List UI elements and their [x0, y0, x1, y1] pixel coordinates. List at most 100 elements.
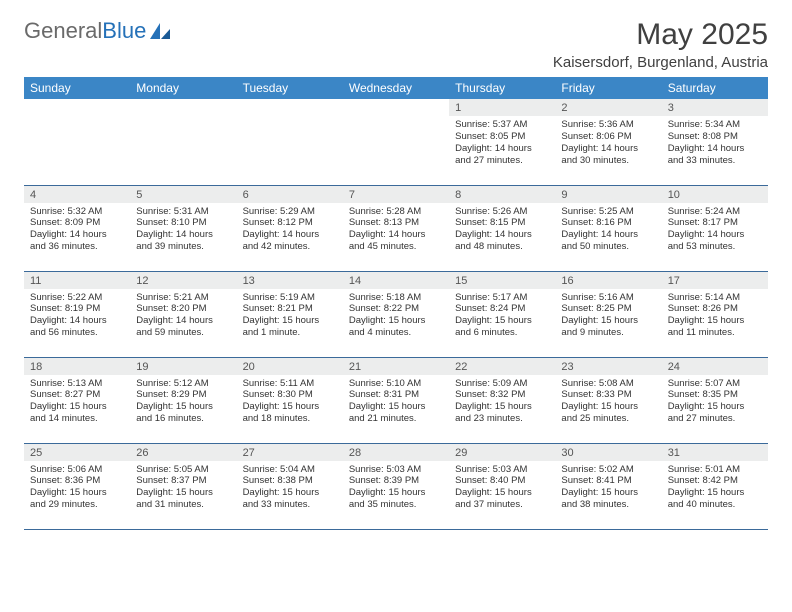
- calendar-day-cell: 10Sunrise: 5:24 AMSunset: 8:17 PMDayligh…: [662, 185, 768, 271]
- daylight-text: Daylight: 14 hours and 36 minutes.: [30, 229, 124, 253]
- sunrise-text: Sunrise: 5:22 AM: [30, 292, 124, 304]
- calendar-day-cell: 24Sunrise: 5:07 AMSunset: 8:35 PMDayligh…: [662, 357, 768, 443]
- sunset-text: Sunset: 8:12 PM: [243, 217, 337, 229]
- weekday-header: Sunday: [24, 77, 130, 99]
- sunset-text: Sunset: 8:21 PM: [243, 303, 337, 315]
- day-number: 19: [130, 358, 236, 375]
- day-body: Sunrise: 5:04 AMSunset: 8:38 PMDaylight:…: [237, 461, 343, 516]
- day-body: Sunrise: 5:25 AMSunset: 8:16 PMDaylight:…: [555, 203, 661, 258]
- calendar-week-row: 25Sunrise: 5:06 AMSunset: 8:36 PMDayligh…: [24, 443, 768, 529]
- day-body: Sunrise: 5:28 AMSunset: 8:13 PMDaylight:…: [343, 203, 449, 258]
- daylight-text: Daylight: 15 hours and 9 minutes.: [561, 315, 655, 339]
- sunrise-text: Sunrise: 5:19 AM: [243, 292, 337, 304]
- sunrise-text: Sunrise: 5:14 AM: [668, 292, 762, 304]
- calendar-day-cell: 18Sunrise: 5:13 AMSunset: 8:27 PMDayligh…: [24, 357, 130, 443]
- day-body: Sunrise: 5:24 AMSunset: 8:17 PMDaylight:…: [662, 203, 768, 258]
- sunrise-text: Sunrise: 5:24 AM: [668, 206, 762, 218]
- calendar-body: ........1Sunrise: 5:37 AMSunset: 8:05 PM…: [24, 99, 768, 529]
- day-body: Sunrise: 5:13 AMSunset: 8:27 PMDaylight:…: [24, 375, 130, 430]
- day-body: Sunrise: 5:36 AMSunset: 8:06 PMDaylight:…: [555, 116, 661, 171]
- calendar-day-cell: ..: [130, 99, 236, 185]
- calendar-day-cell: 30Sunrise: 5:02 AMSunset: 8:41 PMDayligh…: [555, 443, 661, 529]
- calendar-day-cell: 3Sunrise: 5:34 AMSunset: 8:08 PMDaylight…: [662, 99, 768, 185]
- daylight-text: Daylight: 14 hours and 48 minutes.: [455, 229, 549, 253]
- sunrise-text: Sunrise: 5:34 AM: [668, 119, 762, 131]
- day-number: 29: [449, 444, 555, 461]
- sunset-text: Sunset: 8:16 PM: [561, 217, 655, 229]
- daylight-text: Daylight: 14 hours and 56 minutes.: [30, 315, 124, 339]
- calendar-day-cell: ..: [237, 99, 343, 185]
- day-body: Sunrise: 5:16 AMSunset: 8:25 PMDaylight:…: [555, 289, 661, 344]
- sunrise-text: Sunrise: 5:21 AM: [136, 292, 230, 304]
- daylight-text: Daylight: 15 hours and 14 minutes.: [30, 401, 124, 425]
- sunset-text: Sunset: 8:33 PM: [561, 389, 655, 401]
- sunrise-text: Sunrise: 5:16 AM: [561, 292, 655, 304]
- day-number: 5: [130, 186, 236, 203]
- day-body: Sunrise: 5:12 AMSunset: 8:29 PMDaylight:…: [130, 375, 236, 430]
- sunset-text: Sunset: 8:42 PM: [668, 475, 762, 487]
- day-number: 27: [237, 444, 343, 461]
- daylight-text: Daylight: 15 hours and 35 minutes.: [349, 487, 443, 511]
- logo-sail-icon: [148, 21, 172, 41]
- calendar-day-cell: 8Sunrise: 5:26 AMSunset: 8:15 PMDaylight…: [449, 185, 555, 271]
- daylight-text: Daylight: 15 hours and 23 minutes.: [455, 401, 549, 425]
- sunset-text: Sunset: 8:26 PM: [668, 303, 762, 315]
- day-body: Sunrise: 5:06 AMSunset: 8:36 PMDaylight:…: [24, 461, 130, 516]
- calendar-day-cell: 19Sunrise: 5:12 AMSunset: 8:29 PMDayligh…: [130, 357, 236, 443]
- daylight-text: Daylight: 14 hours and 42 minutes.: [243, 229, 337, 253]
- sunrise-text: Sunrise: 5:37 AM: [455, 119, 549, 131]
- daylight-text: Daylight: 14 hours and 53 minutes.: [668, 229, 762, 253]
- sunrise-text: Sunrise: 5:01 AM: [668, 464, 762, 476]
- daylight-text: Daylight: 15 hours and 29 minutes.: [30, 487, 124, 511]
- header: GeneralBlue May 2025 Kaisersdorf, Burgen…: [24, 18, 768, 71]
- calendar-day-cell: 25Sunrise: 5:06 AMSunset: 8:36 PMDayligh…: [24, 443, 130, 529]
- calendar-page: GeneralBlue May 2025 Kaisersdorf, Burgen…: [0, 0, 792, 542]
- sunset-text: Sunset: 8:31 PM: [349, 389, 443, 401]
- day-body: Sunrise: 5:19 AMSunset: 8:21 PMDaylight:…: [237, 289, 343, 344]
- calendar-day-cell: 23Sunrise: 5:08 AMSunset: 8:33 PMDayligh…: [555, 357, 661, 443]
- day-body: Sunrise: 5:10 AMSunset: 8:31 PMDaylight:…: [343, 375, 449, 430]
- day-number: 20: [237, 358, 343, 375]
- calendar-day-cell: 29Sunrise: 5:03 AMSunset: 8:40 PMDayligh…: [449, 443, 555, 529]
- sunset-text: Sunset: 8:15 PM: [455, 217, 549, 229]
- day-body: Sunrise: 5:01 AMSunset: 8:42 PMDaylight:…: [662, 461, 768, 516]
- day-body: Sunrise: 5:09 AMSunset: 8:32 PMDaylight:…: [449, 375, 555, 430]
- day-number: 8: [449, 186, 555, 203]
- day-body: Sunrise: 5:21 AMSunset: 8:20 PMDaylight:…: [130, 289, 236, 344]
- daylight-text: Daylight: 14 hours and 59 minutes.: [136, 315, 230, 339]
- sunrise-text: Sunrise: 5:03 AM: [349, 464, 443, 476]
- calendar-day-cell: 26Sunrise: 5:05 AMSunset: 8:37 PMDayligh…: [130, 443, 236, 529]
- day-body: Sunrise: 5:14 AMSunset: 8:26 PMDaylight:…: [662, 289, 768, 344]
- sunset-text: Sunset: 8:25 PM: [561, 303, 655, 315]
- sunset-text: Sunset: 8:36 PM: [30, 475, 124, 487]
- sunrise-text: Sunrise: 5:02 AM: [561, 464, 655, 476]
- calendar-table: SundayMondayTuesdayWednesdayThursdayFrid…: [24, 77, 768, 530]
- sunrise-text: Sunrise: 5:12 AM: [136, 378, 230, 390]
- sunset-text: Sunset: 8:17 PM: [668, 217, 762, 229]
- day-number: 6: [237, 186, 343, 203]
- day-number: 28: [343, 444, 449, 461]
- weekday-header: Monday: [130, 77, 236, 99]
- daylight-text: Daylight: 14 hours and 45 minutes.: [349, 229, 443, 253]
- sunrise-text: Sunrise: 5:32 AM: [30, 206, 124, 218]
- sunrise-text: Sunrise: 5:25 AM: [561, 206, 655, 218]
- sunset-text: Sunset: 8:37 PM: [136, 475, 230, 487]
- daylight-text: Daylight: 15 hours and 6 minutes.: [455, 315, 549, 339]
- day-number: 31: [662, 444, 768, 461]
- sunset-text: Sunset: 8:22 PM: [349, 303, 443, 315]
- calendar-day-cell: 9Sunrise: 5:25 AMSunset: 8:16 PMDaylight…: [555, 185, 661, 271]
- sunset-text: Sunset: 8:32 PM: [455, 389, 549, 401]
- day-number: 12: [130, 272, 236, 289]
- day-body: Sunrise: 5:37 AMSunset: 8:05 PMDaylight:…: [449, 116, 555, 171]
- daylight-text: Daylight: 15 hours and 18 minutes.: [243, 401, 337, 425]
- day-body: Sunrise: 5:03 AMSunset: 8:40 PMDaylight:…: [449, 461, 555, 516]
- calendar-day-cell: 31Sunrise: 5:01 AMSunset: 8:42 PMDayligh…: [662, 443, 768, 529]
- calendar-day-cell: 15Sunrise: 5:17 AMSunset: 8:24 PMDayligh…: [449, 271, 555, 357]
- day-number: 17: [662, 272, 768, 289]
- sunrise-text: Sunrise: 5:11 AM: [243, 378, 337, 390]
- logo-text-1: General: [24, 18, 102, 44]
- sunrise-text: Sunrise: 5:18 AM: [349, 292, 443, 304]
- calendar-day-cell: 6Sunrise: 5:29 AMSunset: 8:12 PMDaylight…: [237, 185, 343, 271]
- calendar-day-cell: 12Sunrise: 5:21 AMSunset: 8:20 PMDayligh…: [130, 271, 236, 357]
- calendar-day-cell: 11Sunrise: 5:22 AMSunset: 8:19 PMDayligh…: [24, 271, 130, 357]
